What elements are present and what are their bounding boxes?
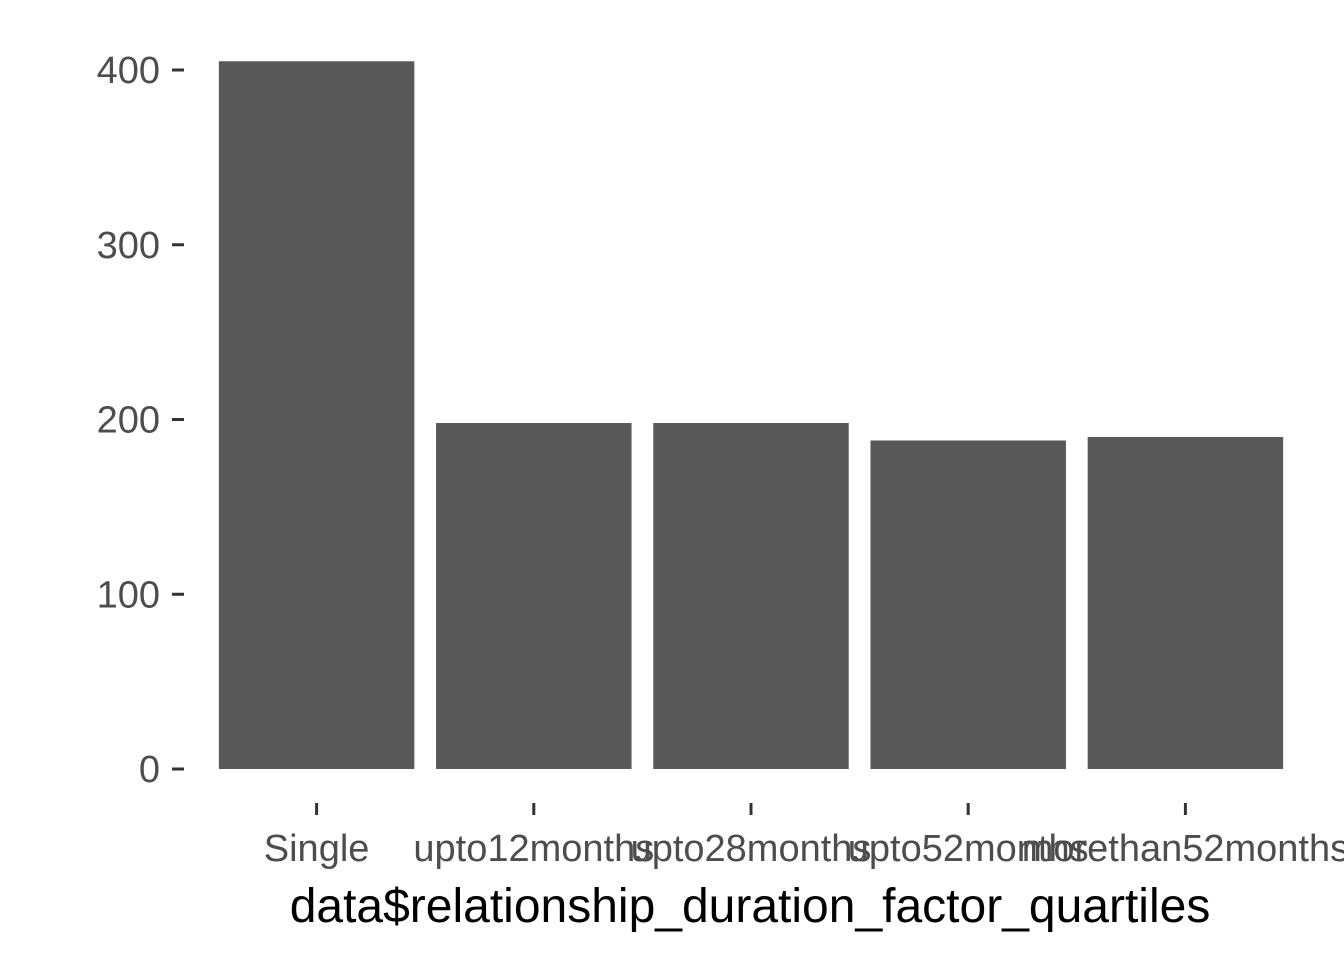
y-tick-label: 100 bbox=[97, 574, 160, 616]
bar-upto28months bbox=[653, 423, 849, 769]
y-tick-label: 300 bbox=[97, 225, 160, 267]
y-tick-label: 0 bbox=[139, 749, 160, 791]
y-axis: 0 100 200 300 400 bbox=[97, 50, 184, 791]
x-axis-title: data$relationship_duration_factor_quarti… bbox=[290, 880, 1211, 933]
x-tick-label-Single: Single bbox=[264, 828, 370, 870]
x-tick-label-upto52months: upto52months bbox=[848, 828, 1089, 870]
bar-upto52months bbox=[870, 440, 1066, 769]
bars-group bbox=[218, 61, 1284, 769]
x-tick-label-morethan52months: morethan52months bbox=[1022, 828, 1344, 870]
bar-morethan52months bbox=[1087, 436, 1284, 769]
x-tick-label-upto28months: upto28months bbox=[631, 828, 872, 870]
y-tick-label: 400 bbox=[97, 50, 160, 92]
y-tick-label: 200 bbox=[97, 400, 160, 442]
bar-Single bbox=[218, 61, 415, 769]
x-axis: Single upto12monthsupto28monthsupto52mont… bbox=[264, 803, 1344, 870]
x-tick-label-upto12months: upto12months bbox=[413, 828, 654, 870]
bar-upto12months bbox=[436, 423, 632, 769]
